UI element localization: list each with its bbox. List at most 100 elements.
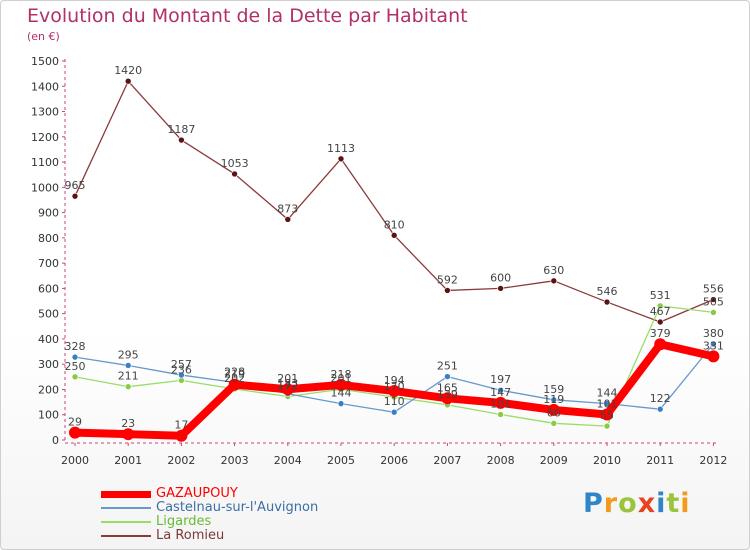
data-label: 110	[384, 395, 405, 408]
data-label: 1113	[327, 142, 355, 155]
series-layer	[69, 77, 720, 442]
data-label: 467	[650, 305, 671, 318]
data-label: 600	[490, 271, 511, 284]
data-point	[337, 155, 345, 163]
data-point	[284, 216, 292, 223]
data-label: 1420	[114, 64, 142, 77]
data-point	[550, 277, 558, 285]
data-point	[656, 302, 664, 310]
y-tick-label: 1400	[31, 80, 59, 93]
data-label: 257	[171, 358, 192, 371]
data-label: 1053	[221, 157, 249, 170]
y-tick-label: 200	[38, 383, 59, 396]
data-point	[71, 192, 79, 200]
y-tick-label: 1300	[31, 106, 59, 119]
data-label: 201	[331, 372, 352, 385]
data-point	[550, 420, 558, 427]
data-point	[441, 392, 454, 405]
data-label: 147	[490, 386, 511, 399]
data-label: 1187	[167, 123, 195, 136]
y-tick-label: 300	[38, 358, 59, 371]
data-point	[710, 296, 717, 303]
data-label: 810	[384, 218, 405, 231]
data-label: 630	[543, 264, 564, 277]
logo-letter: i	[680, 488, 691, 519]
data-point	[603, 298, 611, 306]
data-label: 122	[650, 392, 671, 405]
data-point	[444, 373, 451, 380]
data-point	[603, 400, 611, 407]
data-point	[656, 405, 664, 413]
data-point	[710, 309, 717, 316]
data-point	[707, 350, 720, 363]
data-point	[390, 408, 398, 416]
data-label: 183	[277, 377, 298, 390]
data-label: 211	[118, 370, 139, 383]
data-point	[175, 429, 188, 442]
data-label: 172	[277, 380, 298, 393]
data-label: 170	[384, 380, 405, 393]
y-tick-label: 1200	[31, 131, 59, 144]
x-tick-label: 2003	[221, 454, 249, 467]
chart-title: Evolution du Montant de la Dette par Hab…	[27, 5, 468, 27]
y-tick-label: 600	[38, 282, 59, 295]
y-tick-label: 1100	[31, 156, 59, 169]
data-label: 29	[68, 416, 82, 429]
data-label: 197	[490, 373, 511, 386]
data-point	[497, 411, 504, 418]
data-point	[710, 340, 717, 348]
data-label: 165	[437, 381, 458, 394]
chart-subtitle: (en €)	[27, 30, 60, 43]
logo-letter: o	[618, 488, 638, 519]
x-tick-label: 2010	[593, 454, 621, 467]
data-label: 218	[331, 368, 352, 381]
axes: 0 100 200 300 400 500 600 700 800 900 1000 1100 1200…	[31, 55, 727, 467]
legend-label: La Romieu	[156, 528, 225, 543]
y-tick-label: 100	[38, 409, 59, 422]
data-point	[124, 362, 132, 369]
data-label: 201	[277, 372, 298, 385]
proxiti-logo: Proxiti	[583, 488, 691, 519]
data-label: 236	[171, 363, 192, 376]
x-tick-label: 2006	[380, 454, 408, 467]
y-tick-label: 400	[38, 333, 59, 346]
data-point	[603, 422, 611, 430]
data-label: 194	[384, 374, 405, 387]
data-label: 295	[118, 348, 139, 361]
data-label: 380	[703, 327, 724, 340]
legend-swatch	[101, 521, 151, 523]
data-label: 251	[437, 360, 458, 373]
data-label: 101	[597, 397, 618, 410]
logo-letter: t	[666, 488, 681, 519]
legend-swatch	[101, 491, 151, 498]
data-label: 531	[650, 289, 671, 302]
data-point	[228, 378, 241, 391]
legend-item: La Romieu	[101, 528, 401, 543]
data-label: 873	[277, 202, 298, 215]
logo-letter: i	[656, 488, 667, 519]
data-point	[390, 232, 398, 239]
data-label: 228	[224, 365, 245, 378]
data-label: 592	[437, 273, 458, 286]
data-point	[335, 378, 347, 391]
data-point	[124, 77, 132, 85]
data-label: 331	[703, 339, 724, 352]
data-label: 119	[543, 393, 564, 406]
data-label: 202	[224, 372, 245, 385]
data-point	[281, 383, 294, 396]
data-point	[497, 386, 504, 394]
x-tick-label: 2005	[327, 454, 355, 467]
logo-letter: x	[637, 488, 657, 519]
data-point	[444, 287, 451, 294]
x-tick-label: 2000	[61, 454, 89, 467]
data-label: 101	[490, 397, 511, 410]
series-line-3	[74, 80, 714, 323]
y-tick-label: 900	[38, 207, 59, 220]
data-point	[124, 383, 132, 390]
logo-letter: r	[603, 488, 619, 519]
x-tick-label: 2007	[433, 454, 461, 467]
data-point	[547, 403, 560, 416]
data-point	[601, 408, 613, 421]
